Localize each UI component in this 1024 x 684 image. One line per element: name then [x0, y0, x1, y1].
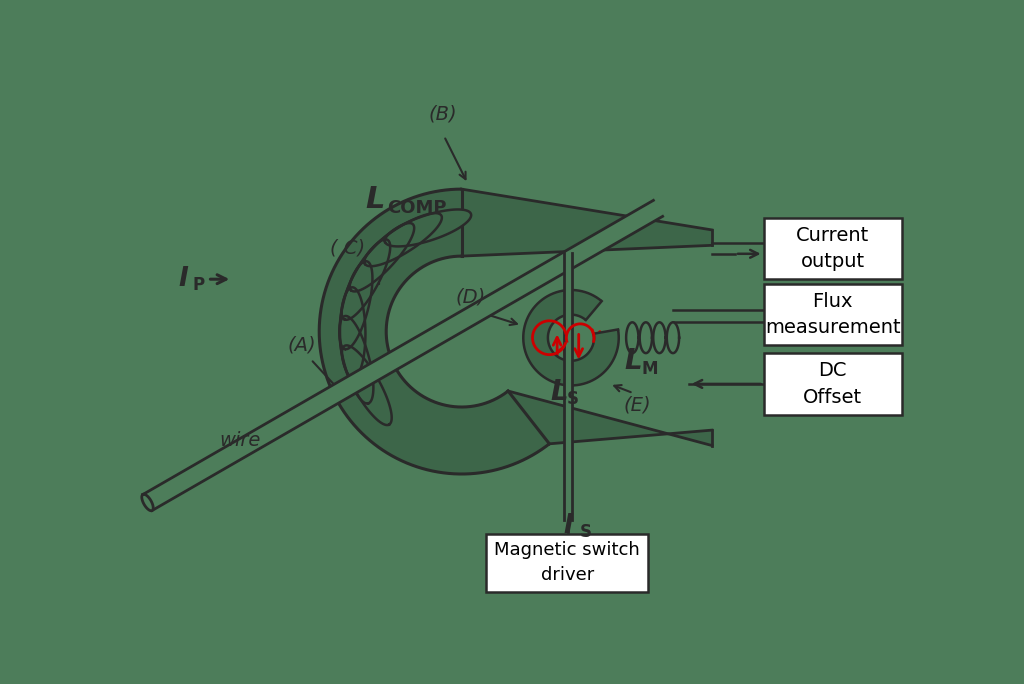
- Polygon shape: [319, 189, 549, 474]
- Text: L: L: [625, 347, 642, 375]
- Text: (B): (B): [428, 105, 457, 124]
- Polygon shape: [365, 213, 441, 266]
- Text: P: P: [193, 276, 205, 294]
- Bar: [764, 353, 902, 415]
- Text: (D): (D): [456, 287, 486, 306]
- Polygon shape: [523, 290, 618, 386]
- Polygon shape: [385, 209, 471, 246]
- Text: M: M: [642, 360, 658, 378]
- Text: ( C): ( C): [330, 239, 366, 258]
- Text: I: I: [563, 512, 572, 538]
- Polygon shape: [339, 261, 373, 350]
- Text: Current
output: Current output: [797, 226, 869, 271]
- Text: DC
Offset: DC Offset: [803, 361, 862, 407]
- Polygon shape: [667, 322, 679, 353]
- Polygon shape: [342, 345, 392, 425]
- Text: (E): (E): [624, 395, 651, 415]
- Polygon shape: [339, 316, 374, 404]
- Text: S: S: [567, 391, 580, 408]
- Polygon shape: [640, 322, 652, 353]
- Bar: [764, 284, 902, 345]
- Text: wire: wire: [219, 432, 260, 450]
- Polygon shape: [653, 322, 666, 353]
- Polygon shape: [508, 391, 712, 445]
- Polygon shape: [340, 287, 366, 378]
- Polygon shape: [462, 189, 712, 256]
- Polygon shape: [143, 200, 663, 510]
- Text: Magnetic switch
driver: Magnetic switch driver: [495, 542, 640, 584]
- Polygon shape: [141, 495, 154, 511]
- Polygon shape: [563, 253, 572, 521]
- Text: L: L: [366, 185, 385, 213]
- Polygon shape: [342, 239, 390, 320]
- Text: Flux
measurement: Flux measurement: [765, 292, 901, 337]
- Text: I: I: [178, 266, 188, 292]
- Text: COMP: COMP: [387, 199, 446, 218]
- Text: S: S: [581, 523, 592, 541]
- Text: L: L: [550, 378, 568, 406]
- Polygon shape: [350, 223, 414, 291]
- Polygon shape: [626, 322, 638, 353]
- Bar: [764, 218, 902, 279]
- Bar: [486, 534, 648, 592]
- Text: (A): (A): [287, 336, 315, 355]
